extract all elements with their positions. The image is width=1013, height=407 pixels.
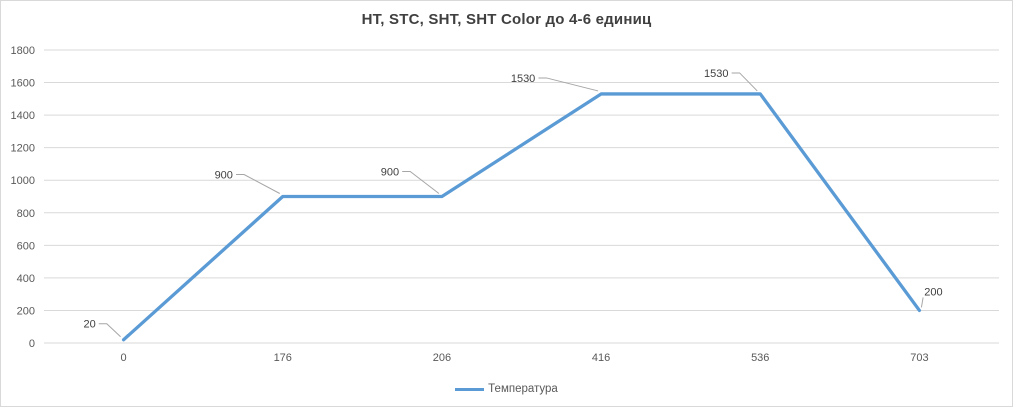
y-axis-tick-label: 800 [17,208,35,220]
x-axis-tick-label: 0 [121,352,127,364]
data-label: 900 [381,167,399,179]
data-label: 1530 [704,68,728,80]
data-label: 20 [83,319,95,331]
x-axis-tick-label: 206 [433,352,451,364]
y-axis-tick-label: 0 [29,338,35,350]
data-label-leader-line [402,171,440,194]
data-label: 200 [924,286,942,298]
y-axis-tick-label: 1800 [11,45,35,57]
y-axis-tick-label: 1600 [11,78,35,90]
data-label-leader-line [538,77,599,92]
data-label-leader-line [920,297,924,308]
y-axis-tick-label: 600 [17,240,35,252]
data-label-leader-line [236,174,280,194]
x-axis-tick-label: 176 [274,352,292,364]
y-axis-tick-label: 200 [17,305,35,317]
y-axis-tick-label: 400 [17,273,35,285]
data-label: 900 [215,170,233,182]
chart-title: HT, STC, SHT, SHT Color до 4-6 единиц [361,11,652,28]
legend-series-label: Температура [488,383,558,395]
y-axis-tick-label: 1400 [11,110,35,122]
legend[interactable]: Температура [1,383,1012,395]
data-label-leader-line [731,72,758,92]
data-label-leader-line [98,323,121,338]
x-axis-tick-label: 416 [592,352,610,364]
series-line-temperature[interactable] [121,92,922,342]
y-axis-tick-label: 1000 [11,175,35,187]
x-axis-tick-label: 536 [751,352,769,364]
x-axis-tick-label: 703 [910,352,928,364]
legend-line-swatch [455,387,485,391]
data-label: 1530 [511,73,535,85]
y-axis-tick-label: 1200 [11,143,35,155]
